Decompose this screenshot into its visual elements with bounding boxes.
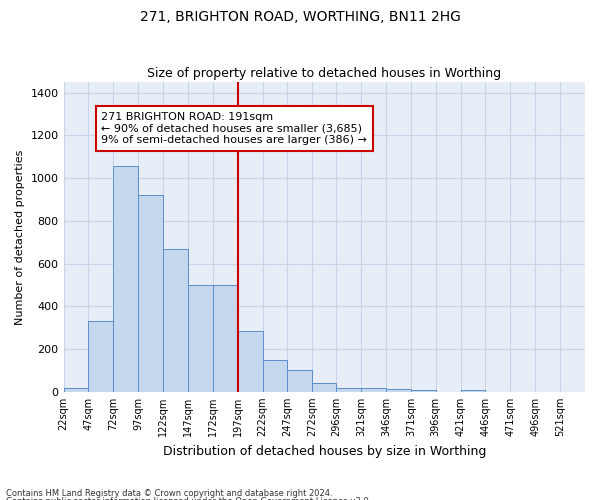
Title: Size of property relative to detached houses in Worthing: Size of property relative to detached ho… — [147, 66, 502, 80]
Text: Contains HM Land Registry data © Crown copyright and database right 2024.: Contains HM Land Registry data © Crown c… — [6, 488, 332, 498]
Bar — [188, 285, 213, 392]
Bar — [313, 384, 336, 392]
Text: 271 BRIGHTON ROAD: 191sqm
← 90% of detached houses are smaller (3,685)
9% of sem: 271 BRIGHTON ROAD: 191sqm ← 90% of detac… — [101, 112, 367, 145]
Bar — [263, 360, 287, 392]
Bar — [411, 390, 436, 392]
Text: 271, BRIGHTON ROAD, WORTHING, BN11 2HG: 271, BRIGHTON ROAD, WORTHING, BN11 2HG — [140, 10, 460, 24]
Y-axis label: Number of detached properties: Number of detached properties — [15, 149, 25, 324]
Bar — [386, 388, 411, 392]
Bar — [361, 388, 386, 392]
Bar — [461, 390, 485, 392]
Bar — [88, 322, 113, 392]
Bar — [213, 285, 238, 392]
Bar — [238, 331, 263, 392]
Bar — [163, 248, 188, 392]
Bar — [287, 370, 313, 392]
X-axis label: Distribution of detached houses by size in Worthing: Distribution of detached houses by size … — [163, 444, 486, 458]
Text: Contains public sector information licensed under the Open Government Licence v3: Contains public sector information licen… — [6, 498, 371, 500]
Bar — [64, 388, 88, 392]
Bar — [336, 388, 361, 392]
Bar — [138, 196, 163, 392]
Bar — [113, 166, 138, 392]
